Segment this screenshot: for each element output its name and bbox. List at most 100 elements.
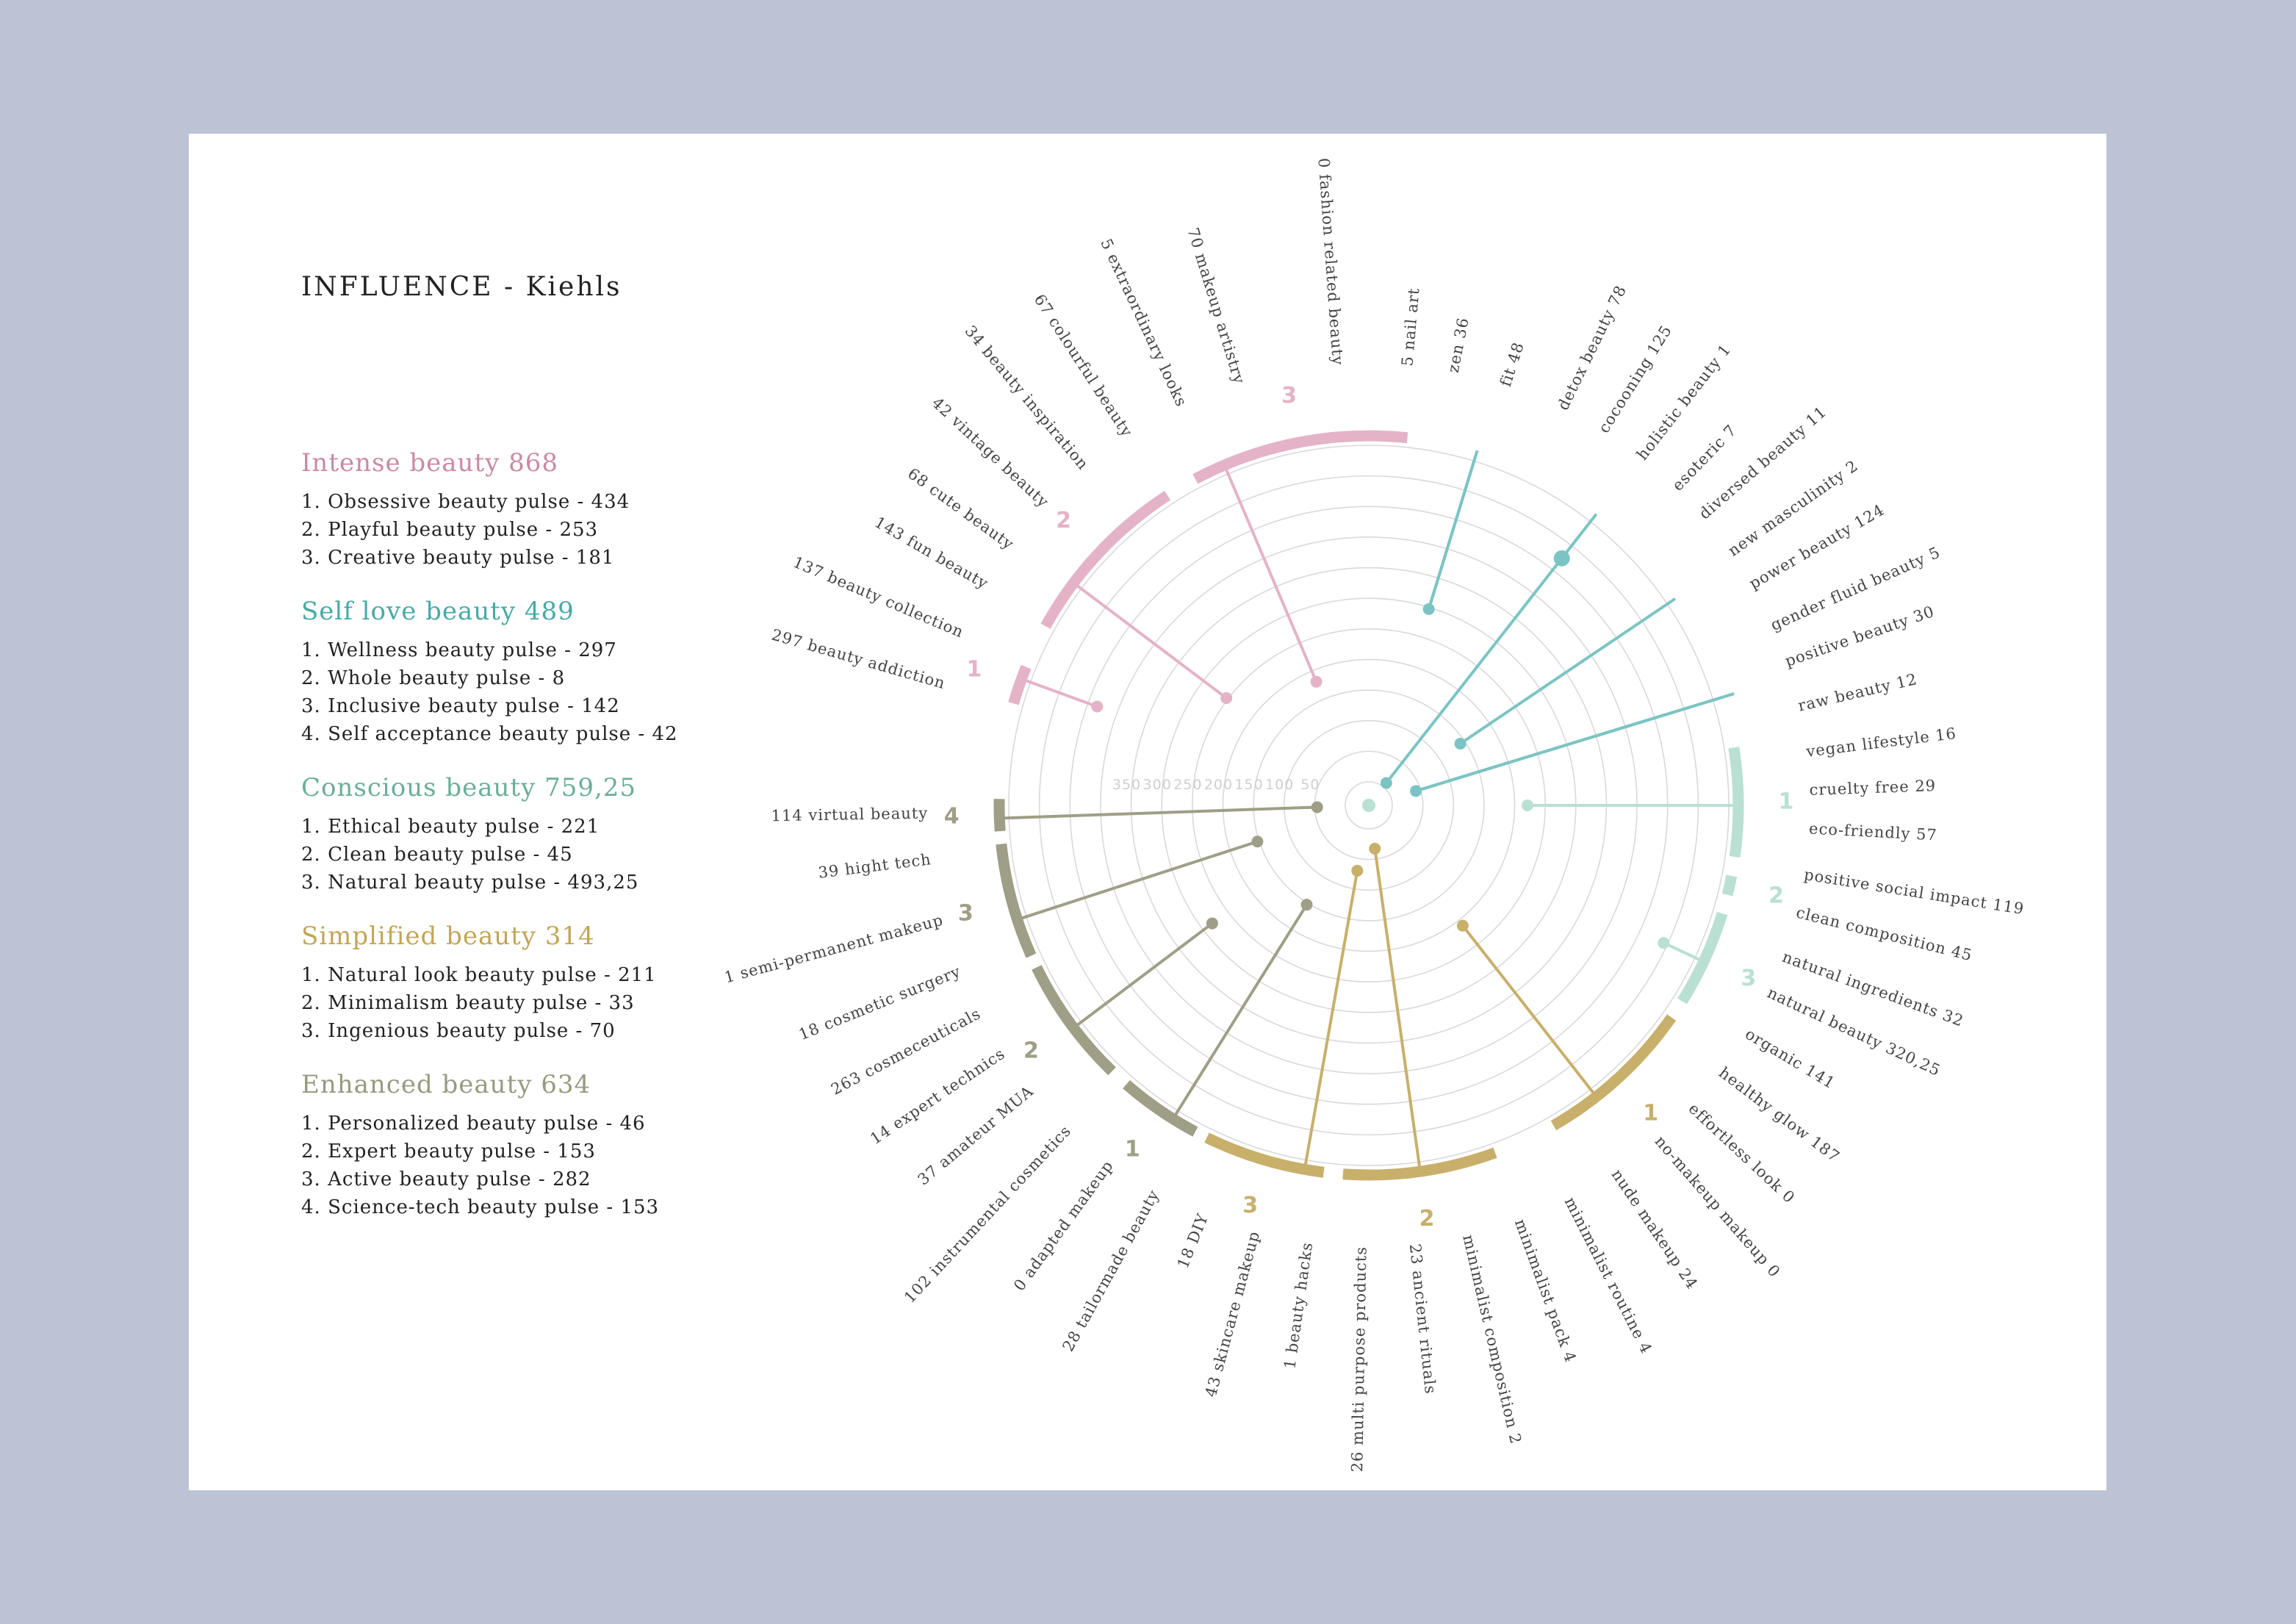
group-arc [1550,1014,1677,1131]
group-arc [996,843,1037,958]
legend-group-intense: Intense beauty 868 1. Obsessive beauty p… [301,448,830,572]
legend-group-enhanced: Enhanced beauty 634 1. Personalized beau… [301,1070,830,1221]
legend-item: 3. Active beauty pulse - 282 [301,1168,591,1190]
stem-dot [1300,899,1313,911]
category-label: 5 extraordinary looks [1097,236,1190,409]
stem-line [1415,692,1735,793]
legend-group-selflove: Self love beauty 489 1. Wellness beauty … [301,597,830,748]
grid-ring [1345,781,1393,830]
stem-dot [1220,691,1233,704]
radial-tick-label: 300 [1143,777,1172,793]
legend: Intense beauty 868 1. Obsessive beauty p… [301,448,830,1246]
stem-line [1073,921,1214,1030]
category-label: vegan lifestyle 16 [1804,725,1957,761]
radial-tick-label: 200 [1204,777,1233,793]
stem-dot [1369,842,1381,855]
grid-ring [1283,719,1455,891]
radial-tick-label: 350 [1112,777,1141,793]
stem-line [1461,924,1598,1098]
group-arc-number: 2 [1768,883,1784,908]
legend-item: 3. Inclusive beauty pulse - 142 [301,695,620,717]
stem-dot [1522,800,1534,811]
category-label: 70 makeup artistry [1184,226,1248,387]
group-arc [1123,1079,1198,1137]
group-arc [1728,747,1744,858]
legend-item: 2. Clean beauty pulse - 45 [301,844,573,866]
group-arc-number: 2 [1419,1206,1435,1232]
group-arc [1677,911,1728,1005]
legend-item: 2. Playful beauty pulse - 253 [301,519,599,541]
category-label: 102 instrumental cosmetics [901,1122,1075,1307]
group-arc-number: 1 [1779,789,1794,815]
group-arc [1342,1147,1497,1181]
group-arc-number: 2 [1023,1038,1039,1063]
stem-line [1017,840,1259,921]
category-label: 1 beauty hacks [1281,1240,1316,1370]
group-arc [1040,490,1171,629]
legend-item: 1. Personalized beauty pulse - 46 [301,1113,646,1135]
page-title: INFLUENCE - Kiehls [301,272,622,302]
center-dot [1362,799,1375,812]
group-arc-number: 3 [958,901,974,927]
legend-heading: Self love beauty 489 [301,597,575,626]
category-label: 26 multi purpose products [1348,1246,1370,1473]
legend-item: 2. Expert beauty pulse - 153 [301,1140,596,1163]
group-arc-number: 1 [1643,1100,1658,1126]
legend-item: 3. Ingenious beauty pulse - 70 [301,1020,616,1042]
stem-line [1073,581,1228,700]
stem-dot [1311,801,1323,813]
stem-dot [1206,917,1218,930]
category-label: 1 semi-permanent makeup [722,911,945,987]
stem-line [1427,450,1479,610]
category-label: minimalist composition 2 [1459,1233,1525,1446]
group-arc-number: 4 [944,803,960,829]
radial-tick-label: 50 [1300,777,1320,793]
radial-tick-label: 150 [1234,777,1263,793]
category-label: organic 141 [1742,1025,1838,1093]
radial-tick-label: 100 [1265,777,1294,793]
category-label: raw beauty 12 [1796,670,1919,715]
category-label: cruelty free 29 [1809,777,1936,799]
stem-dot [1454,737,1467,750]
grid-ring [1222,658,1516,952]
group-arc [1192,430,1408,484]
stem-line [1171,904,1309,1120]
stem-dot [1351,864,1364,877]
stem-dot [1091,700,1104,713]
legend-group-conscious: Conscious beauty 759,25 1. Ethical beaut… [301,773,830,897]
category-label: 43 skincare makeup [1202,1229,1264,1398]
group-arc-number: 3 [1281,383,1297,409]
stem-line [1373,848,1422,1172]
category-label: positive social impact 119 [1803,866,2026,918]
category-label: 39 hight tech [817,850,932,882]
group-arc [1032,965,1116,1076]
legend-heading: Simplified beauty 314 [301,921,595,951]
category-label: minimalist pack 4 [1511,1217,1580,1365]
legend-heading: Conscious beauty 759,25 [301,773,637,802]
group-arc [1721,874,1738,897]
legend-item: 3. Natural beauty pulse - 493,25 [301,872,639,894]
stem-line [1663,941,1705,963]
stem-dot [1658,937,1670,949]
stem-line [1303,870,1359,1170]
legend-item: 3. Creative beauty pulse - 181 [301,547,615,569]
legend-item: 2. Whole beauty pulse - 8 [301,667,566,689]
category-label: 297 beauty addiction [770,626,948,693]
stem-line [1223,464,1318,683]
stem-dot [1456,919,1469,932]
stem-dot [1251,836,1264,848]
category-label: clean composition 45 [1794,904,1974,965]
stem-line [1459,597,1677,745]
grid-ring [1253,689,1485,921]
legend-item: 1. Obsessive beauty pulse - 434 [301,491,630,513]
group-arc [1008,664,1032,705]
category-label: 18 DIY [1174,1211,1212,1271]
category-label: fit 48 [1497,339,1527,389]
group-arc-number: 3 [1741,966,1756,991]
legend-item: 1. Wellness beauty pulse - 297 [301,639,617,661]
group-arc-number: 3 [1242,1193,1258,1218]
legend-item: 2. Minimalism beauty pulse - 33 [301,992,635,1014]
radial-tick-label: 250 [1173,777,1202,793]
legend-heading: Enhanced beauty 634 [301,1070,591,1099]
